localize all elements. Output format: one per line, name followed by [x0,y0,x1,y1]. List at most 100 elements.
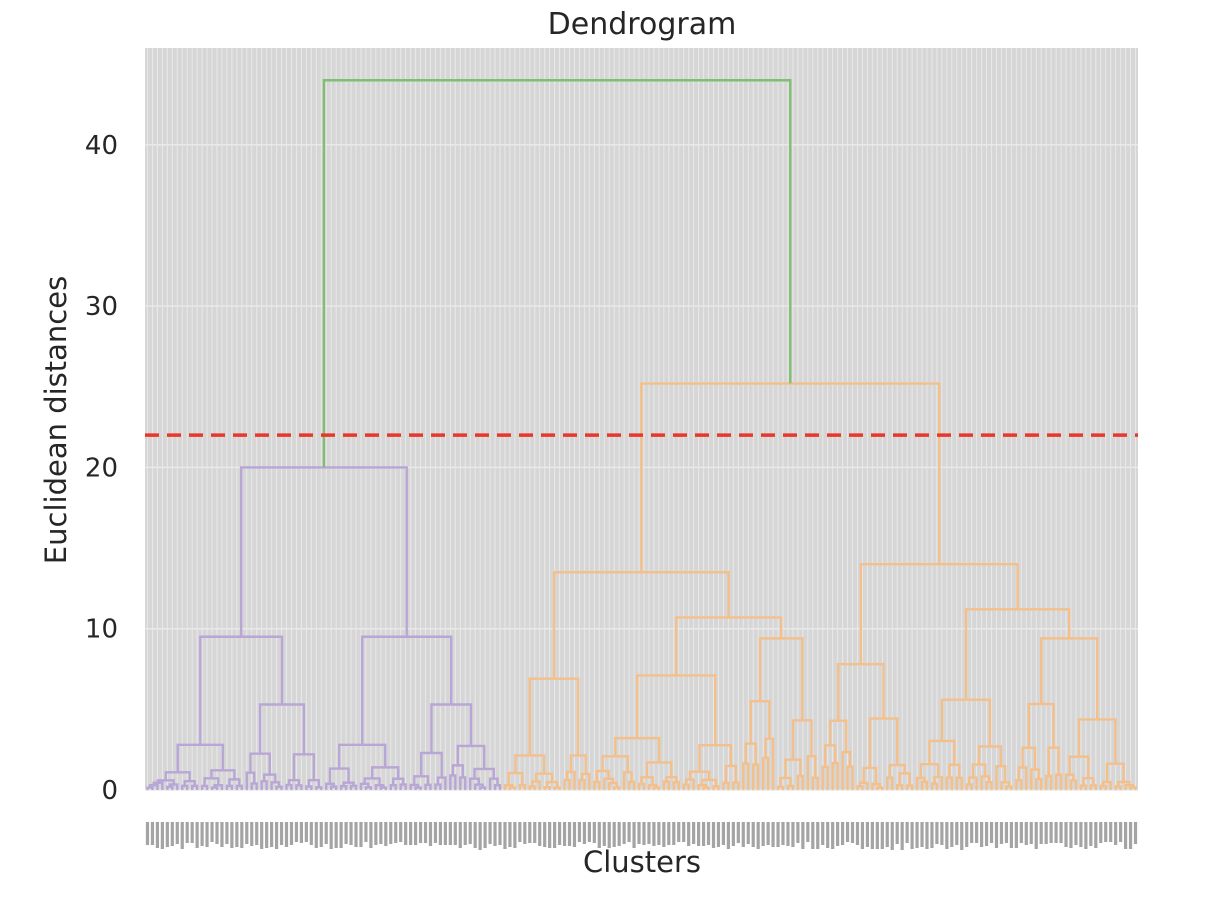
leaf-tick-mark [175,822,179,844]
leaf-tick-mark [150,822,155,845]
leaf-tick-mark [170,822,174,846]
leaf-tick-mark [1044,822,1048,844]
leaf-tick-mark [721,822,726,845]
dendrogram-link [905,784,914,790]
leaf-tick-mark [890,822,894,850]
leaf-tick-mark [642,822,646,845]
leaf-tick-mark [726,822,730,849]
leaf-tick-mark [826,822,830,848]
dendrogram-link [1077,718,1117,764]
leaf-tick-mark [786,822,790,846]
leaf-tick-mark [1133,822,1138,844]
leaf-tick-mark [1049,822,1053,843]
leaf-tick-mark [905,822,909,843]
leaf-tick-mark [935,822,939,844]
leaf-tick-mark [468,822,472,844]
leaf-tick-mark [1094,822,1098,848]
leaf-tick-mark [473,822,477,848]
leaf-tick-mark [885,822,889,847]
leaf-tick-mark [250,822,254,846]
dendrogram-link [534,772,554,783]
leaf-tick-mark [602,822,606,846]
leaf-tick-mark [761,822,765,846]
leaf-tick-mark [965,822,969,847]
leaf-tick-mark [716,822,721,847]
leaf-tick-mark [632,822,636,848]
leaf-tick-mark [369,822,373,848]
leaf-tick-mark [562,822,567,846]
leaf-tick-mark [1099,822,1103,843]
leaf-tick-mark [622,822,626,844]
leaf-tick-mark [970,822,974,843]
leaf-tick-mark [920,822,924,847]
leaf-tick-mark [696,822,701,846]
leaf-tick-mark [220,822,224,847]
dendrogram-link [688,770,711,780]
dendrogram-link [503,783,514,790]
leaf-tick-mark [870,822,874,849]
leaf-tick-mark [682,822,686,842]
leaf-tick-mark [582,822,587,844]
leaf-tick-mark [543,822,547,847]
dendrogram-link [831,761,839,790]
leaf-tick-mark [776,822,780,847]
leaf-tick-mark [200,822,204,846]
dendrogram-link [456,744,486,769]
leaf-tick-mark [1069,822,1073,848]
dendrogram-link [531,780,541,790]
dendrogram-link [662,780,671,790]
leaf-tick-mark [989,822,994,843]
dendrogram-link [199,635,284,745]
leaf-tick-mark [791,822,795,847]
leaf-tick-mark [587,822,591,842]
leaf-tick-mark [577,822,582,842]
leaf-tick-mark [1119,822,1123,842]
leaf-tick-mark [548,822,552,848]
dendrogram-link [806,754,817,790]
dendrogram-link [260,780,268,790]
leaf-tick-mark [557,822,562,845]
dendrogram-link [601,755,630,773]
leaf-tick-mark [344,822,348,844]
dendrogram-link [156,779,175,785]
leaf-tick-mark [1039,822,1043,844]
dendrogram-link [245,771,256,790]
y-tick-labels: 0 10 20 30 40 [85,131,118,806]
leaf-tick-mark [980,822,984,847]
leaf-tick-mark [1004,822,1009,843]
y-tick-label: 10 [85,615,118,645]
leaf-tick-mark [364,822,368,842]
leaf-tick-mark [1084,822,1088,849]
dendrogram-link [722,781,730,790]
dendrogram-link [647,783,658,790]
leaf-tick-mark [523,822,527,844]
dendrogram-link [811,776,819,790]
dendrogram-link [166,785,174,790]
leaf-tick-mark [513,822,517,848]
leaf-tick-mark [850,822,855,843]
dendrogram-link [430,703,473,753]
dendrogram-link [758,637,804,721]
leaf-tick-mark [180,822,184,849]
leaf-tick-mark [255,822,259,845]
dendrogram-link [871,782,882,790]
leaf-tick-mark [647,822,651,844]
y-axis-label: Euclidean distances [39,276,73,564]
leaf-tick-mark [667,822,671,845]
dendrogram-link [328,767,350,784]
leaf-tick-mark [612,822,616,847]
leaf-tick-mark [354,822,358,847]
dendrogram-link [712,785,720,790]
dendrogram-link [1017,766,1028,790]
leaf-tick-mark [1128,822,1133,849]
y-tick-label: 0 [101,776,118,806]
leaf-tick-mark [766,822,770,845]
dendrogram-link [824,744,837,767]
leaf-tick-mark [1109,822,1113,842]
leaf-tick-mark [706,822,711,845]
leaf-tick-mark [1064,822,1068,847]
leaf-tick-mark [409,822,413,845]
leaf-tick-mark [1014,822,1018,848]
leaf-tick-mark [428,822,433,846]
